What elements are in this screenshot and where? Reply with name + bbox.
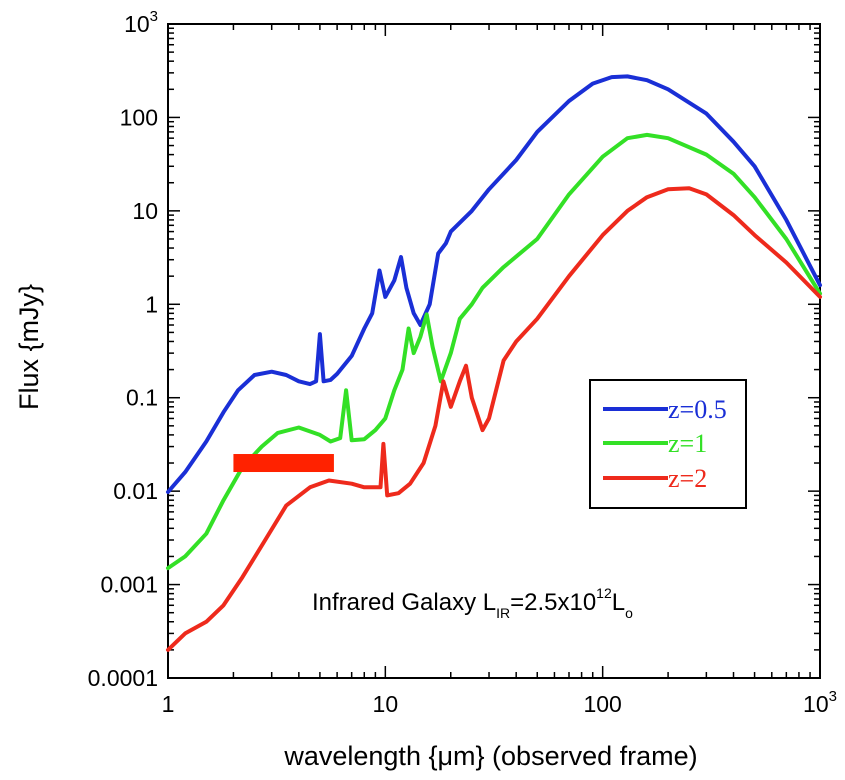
series-line-z=0.5 xyxy=(166,74,822,494)
x-tick-text: 100 xyxy=(583,691,621,717)
x-tick-label: 1 xyxy=(162,691,175,717)
y-tick-text: 0.1 xyxy=(126,385,158,411)
y-tick-text: 10 xyxy=(132,198,158,224)
x-tick-text: 10 xyxy=(373,691,399,717)
annotation-sup: 12 xyxy=(596,585,612,601)
series-line-z=2 xyxy=(166,186,822,652)
y-tick-label: 103 xyxy=(124,8,158,37)
annotation-end-sub: o xyxy=(625,605,633,621)
x-axis-title: wavelength {μm} (observed frame) xyxy=(283,741,697,771)
annotation: Infrared Galaxy LIR=2.5x1012Lo xyxy=(312,585,633,621)
x-tick-label: 100 xyxy=(583,691,621,717)
y-tick-sup: 3 xyxy=(150,8,158,25)
x-tick-text: 10 xyxy=(803,691,829,717)
y-tick-label: 100 xyxy=(120,104,158,130)
highlight-bar xyxy=(233,454,334,473)
y-tick-label: 0.01 xyxy=(113,478,158,504)
y-tick-text: 0.001 xyxy=(100,572,158,598)
y-tick-text: 0.01 xyxy=(113,478,158,504)
annotation-main: Infrared Galaxy L xyxy=(312,589,496,616)
y-tick-text: 1 xyxy=(145,291,158,317)
x-tick-label: 10 xyxy=(373,691,399,717)
y-tick-text: 10 xyxy=(124,11,150,37)
y-tick-label: 0.1 xyxy=(126,385,158,411)
annotation-mid: =2.5x10 xyxy=(510,589,596,616)
x-tick-label: 103 xyxy=(803,688,837,717)
legend-label: z=1 xyxy=(668,429,707,458)
x-tick-text: 1 xyxy=(162,691,175,717)
y-tick-text: 0.0001 xyxy=(88,665,158,691)
y-tick-label: 0.0001 xyxy=(88,665,158,691)
legend: z=0.5 z=1 z=2 xyxy=(589,379,747,509)
y-tick-label: 0.001 xyxy=(100,572,158,598)
y-tick-text: 100 xyxy=(120,104,158,130)
legend-label: z=2 xyxy=(668,464,707,493)
y-tick-label: 10 xyxy=(132,198,158,224)
x-tick-sup: 3 xyxy=(829,688,837,705)
legend-label: z=0.5 xyxy=(668,395,727,424)
annotation-sub: IR xyxy=(496,605,510,621)
plot-frame xyxy=(167,23,821,679)
y-tick-label: 1 xyxy=(145,291,158,317)
y-axis-title: Flux {mJy} xyxy=(14,284,44,410)
annotation-end: L xyxy=(612,589,625,616)
series-line-z=1 xyxy=(166,132,822,571)
